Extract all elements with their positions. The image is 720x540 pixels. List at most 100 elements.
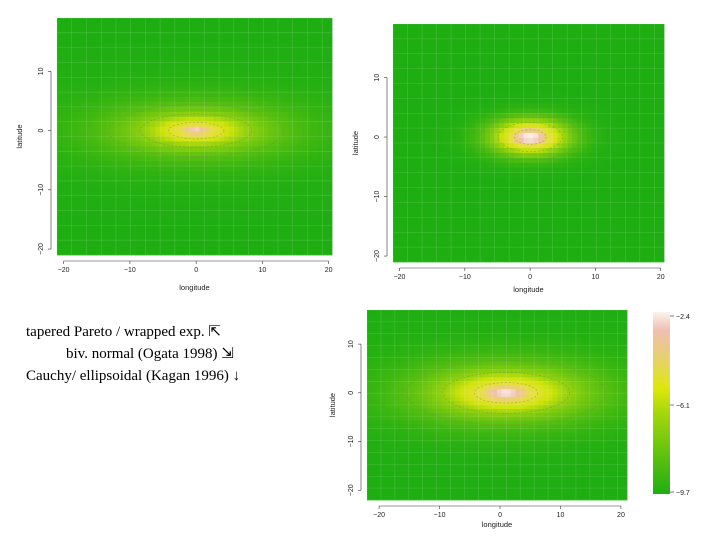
heatmap-cell: [160, 27, 166, 34]
heatmap-cell: [130, 176, 136, 182]
heatmap-cell: [460, 222, 466, 228]
heatmap-cell: [402, 212, 408, 218]
heatmap-cell: [460, 197, 466, 203]
heatmap-cell: [402, 118, 408, 124]
heatmap-cell: [417, 38, 423, 45]
heatmap-cell: [268, 82, 274, 88]
heatmap-cell: [610, 227, 617, 233]
heatmap-cell: [297, 131, 303, 137]
heatmap-cell: [567, 24, 573, 30]
heatmap-cell: [253, 166, 259, 172]
heatmap-cell: [150, 27, 156, 34]
heatmap-cell: [268, 240, 274, 246]
heatmap-cell: [586, 28, 592, 35]
heatmap-cell: [605, 68, 612, 74]
heatmap-cell: [106, 225, 112, 231]
heatmap-cell: [57, 220, 63, 226]
heatmap-cell: [71, 240, 78, 246]
heatmap-cell: [393, 182, 399, 189]
heatmap-cell: [297, 210, 303, 216]
heatmap-cell: [86, 131, 92, 137]
heatmap-cell: [601, 152, 607, 159]
heatmap-cell: [150, 92, 156, 98]
heatmap-cell: [407, 108, 413, 114]
heatmap-cell: [140, 42, 146, 49]
heatmap-cell: [489, 217, 496, 223]
heatmap-cell: [96, 250, 102, 256]
heatmap-cell: [455, 63, 462, 70]
heatmap-cell: [258, 225, 264, 231]
heatmap-cell: [547, 53, 554, 60]
heatmap-cell: [233, 185, 240, 192]
heatmap-cell: [397, 192, 404, 198]
heatmap-cell: [436, 143, 442, 149]
heatmap-cell: [581, 197, 587, 203]
heatmap-cell: [130, 235, 136, 241]
heatmap-cell: [436, 232, 442, 238]
heatmap-cell: [322, 180, 328, 187]
heatmap-cell: [96, 151, 102, 157]
heatmap-cell: [81, 97, 87, 103]
heatmap-cell: [446, 207, 452, 213]
heatmap-cell: [417, 133, 423, 139]
heatmap-cell: [184, 161, 190, 167]
heatmap-cell: [610, 217, 617, 223]
heatmap-cell: [155, 101, 161, 108]
heatmap-cell: [528, 68, 534, 74]
heatmap-cell: [184, 210, 190, 216]
heatmap-cell: [179, 176, 186, 182]
heatmap-cell: [91, 52, 97, 58]
heatmap-cell: [615, 162, 621, 169]
heatmap-cell: [297, 180, 303, 187]
heatmap-cell: [57, 141, 63, 147]
heatmap-cell: [106, 106, 112, 113]
heatmap-cell: [223, 141, 230, 147]
heatmap-cell: [61, 176, 68, 182]
heatmap-cell: [277, 171, 284, 177]
heatmap-cell: [219, 146, 225, 152]
heatmap-cell: [71, 27, 78, 34]
heatmap-cell: [155, 27, 161, 34]
heatmap-cell: [115, 141, 122, 147]
heatmap-cell: [194, 190, 200, 197]
heatmap-cell: [263, 32, 269, 39]
heatmap-cell: [610, 103, 617, 109]
heatmap-cell: [523, 68, 529, 74]
heatmap-cell: [135, 42, 141, 49]
heatmap-cell: [214, 67, 220, 73]
heatmap-cell: [160, 215, 166, 221]
heatmap-cell: [489, 147, 496, 154]
heatmap-cell: [586, 222, 592, 228]
heatmap-cell: [140, 225, 146, 231]
heatmap-cell: [130, 72, 136, 78]
heatmap-cell: [567, 73, 573, 79]
heatmap-cell: [460, 103, 466, 109]
heatmap-cell: [238, 156, 245, 162]
heatmap-cell: [307, 235, 313, 241]
heatmap-cell: [248, 121, 254, 128]
heatmap-cell: [243, 195, 249, 202]
heatmap-cell: [223, 146, 230, 152]
heatmap-cell: [402, 48, 408, 55]
heatmap-cell: [277, 121, 284, 128]
heatmap-cell: [455, 73, 462, 79]
heatmap-cell: [499, 217, 505, 223]
heatmap-cell: [596, 217, 602, 223]
heatmap-cell: [61, 195, 68, 202]
heatmap-cell: [228, 87, 235, 93]
heatmap-cell: [76, 126, 82, 132]
heatmap-cell: [228, 176, 235, 182]
heatmap-cell: [81, 42, 87, 49]
heatmap-cell: [135, 82, 141, 88]
heatmap-cell: [494, 187, 500, 193]
heatmap-cell: [76, 230, 82, 236]
heatmap-cell: [297, 185, 303, 192]
heatmap-cell: [547, 83, 554, 89]
heatmap-cell: [494, 143, 500, 149]
heatmap-cell: [533, 93, 539, 99]
heatmap-cell: [135, 200, 141, 207]
heatmap-cell: [57, 180, 63, 187]
heatmap-cell: [140, 176, 146, 182]
heatmap-cell: [106, 176, 112, 182]
heatmap-cell: [145, 250, 151, 256]
